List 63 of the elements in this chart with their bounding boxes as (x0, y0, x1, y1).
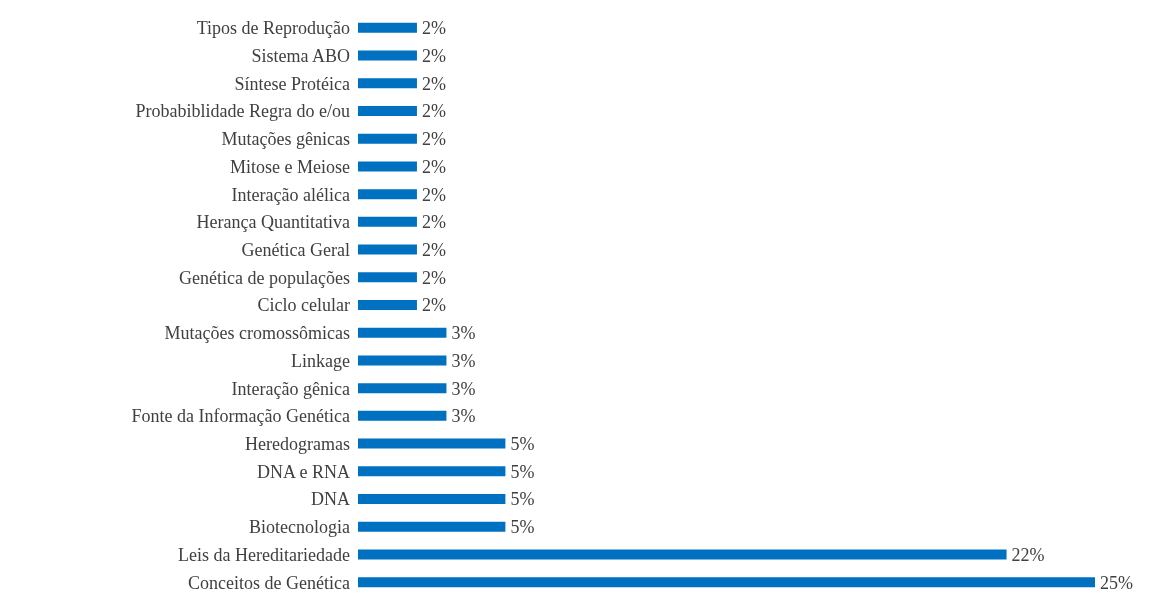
bar (358, 244, 417, 255)
bar (358, 300, 417, 311)
data-label: 2% (421, 156, 446, 177)
data-label: 5% (510, 489, 535, 510)
bar (358, 577, 1095, 588)
data-label: 2% (421, 267, 446, 288)
data-label: 2% (421, 101, 446, 122)
data-label: 2% (421, 212, 446, 233)
data-label: 2% (421, 295, 446, 316)
y-tick-label: Mutações cromossômicas (164, 323, 350, 344)
y-tick-label: DNA (311, 489, 350, 510)
data-label: 3% (451, 378, 476, 399)
y-tick-label: Fonte da Informação Genética (131, 406, 350, 427)
y-tick-label: Sistema ABO (251, 45, 350, 66)
data-label: 3% (451, 350, 476, 371)
y-tick-label: Interação gênica (231, 378, 350, 399)
y-tick-label: Genética de populações (179, 267, 350, 288)
bar (358, 327, 447, 338)
bar (358, 50, 417, 61)
y-tick-label: DNA e RNA (257, 461, 350, 482)
y-tick-label: Mitose e Meiose (230, 156, 351, 177)
bar (358, 410, 447, 421)
bar (358, 383, 447, 394)
data-label: 3% (451, 406, 476, 427)
data-label: 5% (510, 461, 535, 482)
data-label: 5% (510, 433, 535, 454)
data-label: 3% (451, 323, 476, 344)
y-tick-label: Leis da Hereditariedade (178, 544, 351, 565)
bar (358, 272, 417, 283)
bar (358, 494, 506, 505)
bar (358, 78, 417, 89)
bar (358, 466, 506, 477)
bar (358, 355, 447, 366)
data-label: 2% (421, 129, 446, 150)
y-tick-label: Biotecnologia (249, 517, 350, 538)
y-tick-label: Linkage (291, 350, 350, 371)
data-label: 2% (421, 239, 446, 260)
bar (358, 22, 417, 33)
y-tick-label: Tipos de Reprodução (196, 18, 350, 39)
y-tick-label: Heredogramas (245, 433, 350, 454)
bar (358, 106, 417, 117)
bar (358, 521, 506, 532)
bar (358, 133, 417, 144)
y-tick-label: Herança Quantitativa (196, 212, 351, 233)
y-tick-label: Genética Geral (241, 239, 350, 260)
data-label: 25% (1100, 572, 1133, 593)
y-tick-label: Ciclo celular (257, 295, 350, 316)
y-tick-label: Interação alélica (231, 184, 351, 205)
bar (358, 216, 417, 227)
bar (358, 549, 1007, 560)
data-label: 2% (421, 73, 446, 94)
y-tick-label: Mutações gênicas (221, 129, 350, 150)
bar (358, 438, 506, 449)
bar (358, 189, 417, 200)
data-label: 5% (510, 517, 535, 538)
bar (358, 161, 417, 172)
y-tick-label: Probabiblidade Regra do e/ou (135, 101, 350, 122)
y-tick-label: Síntese Protéica (234, 73, 350, 94)
y-tick-label: Conceitos de Genética (188, 572, 350, 593)
data-label: 2% (421, 45, 446, 66)
data-label: 2% (421, 184, 446, 205)
data-label: 2% (421, 18, 446, 39)
data-label: 22% (1011, 544, 1045, 565)
